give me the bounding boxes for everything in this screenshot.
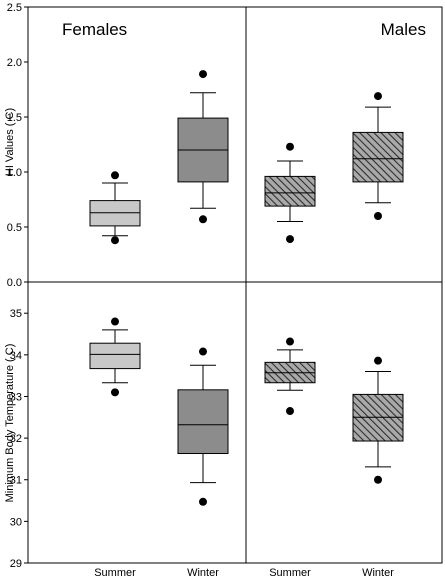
box-iqr (264, 175, 316, 207)
y-tick-label: 0.0 (7, 277, 22, 289)
outlier-point (286, 142, 294, 151)
box-iqr (89, 342, 141, 370)
box-males-summer (264, 337, 316, 416)
y-tick-label: 1.5 (7, 112, 22, 124)
outlier-point (374, 475, 382, 484)
y-tick-label: 29 (10, 558, 22, 570)
y-tick-label: 0.5 (7, 222, 22, 234)
y-tick-label: 32 (10, 433, 22, 445)
outlier-point (286, 407, 294, 416)
y-tick-label: 2.0 (7, 57, 22, 69)
box-males-winter (352, 92, 404, 220)
outlier-point (111, 236, 119, 245)
y-tick-label: 1.0 (7, 167, 22, 179)
y-tick-label: 35 (10, 308, 22, 320)
outlier-point (374, 92, 382, 101)
outlier-point (111, 171, 119, 180)
outlier-point (374, 356, 382, 365)
outlier-point (199, 347, 207, 356)
box-females-winter (177, 347, 229, 506)
box-females-summer (89, 317, 141, 397)
box-iqr (177, 389, 229, 455)
outlier-point (374, 212, 382, 220)
plot-frame (27, 6, 443, 564)
box-iqr (352, 131, 404, 183)
x-label-females-winter: Winter (187, 567, 219, 577)
group-label-females: Females (62, 20, 127, 39)
y-tick-label: 30 (10, 516, 22, 528)
y-tick-label: 34 (10, 350, 22, 362)
outlier-point (199, 497, 207, 506)
y-tick-label: 2.5 (7, 2, 22, 14)
outlier-point (111, 317, 119, 326)
y-axis-label-hi-values: HI Values ( C) (4, 108, 16, 176)
outlier-point (111, 388, 119, 397)
y-axis-label-min-body-temp: Minimum Body Temperature ( C) (4, 344, 16, 503)
box-females-winter (177, 70, 229, 224)
outlier-point (199, 70, 207, 79)
y-tick-label: 31 (10, 475, 22, 487)
x-label-males-summer: Summer (269, 567, 311, 577)
x-label-females-summer: Summer (94, 567, 136, 577)
box-males-summer (264, 142, 316, 244)
outlier-point (199, 215, 207, 224)
x-label-males-winter: Winter (362, 567, 394, 577)
group-label-males: Males (381, 20, 426, 39)
box-males-winter (352, 356, 404, 484)
box-females-summer (89, 171, 141, 245)
box-iqr (89, 200, 141, 227)
outlier-point (286, 337, 294, 346)
outlier-point (286, 235, 294, 244)
y-tick-label: 33 (10, 391, 22, 403)
